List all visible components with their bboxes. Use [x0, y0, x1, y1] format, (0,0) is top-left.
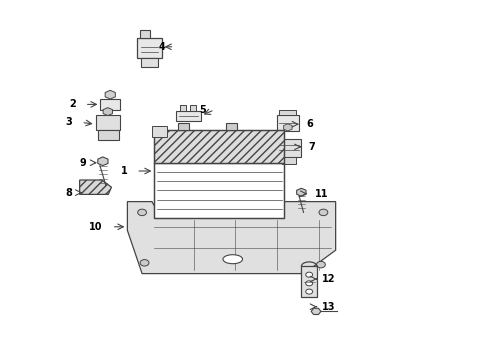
Text: 12: 12 [322, 274, 336, 284]
Circle shape [319, 209, 328, 216]
Bar [100, 99, 120, 110]
Ellipse shape [223, 255, 243, 264]
Bar [154, 130, 284, 218]
Circle shape [140, 260, 149, 266]
Bar [277, 115, 299, 131]
Bar [152, 126, 167, 137]
Bar [96, 115, 120, 130]
Bar [176, 111, 201, 121]
Bar [141, 58, 158, 67]
Bar [154, 130, 284, 163]
Text: 2: 2 [69, 99, 76, 109]
Text: 10: 10 [89, 222, 103, 232]
Bar [301, 266, 317, 297]
Polygon shape [127, 202, 336, 274]
Text: 8: 8 [66, 188, 73, 198]
Bar [140, 30, 150, 38]
Bar [279, 110, 296, 115]
Polygon shape [79, 180, 112, 194]
Bar [180, 105, 186, 111]
Text: 1: 1 [121, 166, 127, 176]
Circle shape [317, 261, 325, 268]
Circle shape [306, 272, 313, 277]
Text: 3: 3 [66, 117, 73, 127]
Bar [98, 130, 119, 140]
Text: 4: 4 [159, 42, 166, 52]
Bar [154, 163, 284, 218]
Circle shape [138, 209, 147, 216]
Circle shape [306, 281, 313, 286]
Text: 9: 9 [79, 158, 86, 168]
Text: 13: 13 [322, 302, 336, 312]
Text: 6: 6 [306, 119, 313, 129]
Text: 7: 7 [309, 142, 316, 152]
Bar [282, 157, 296, 164]
Bar [137, 38, 162, 58]
Bar [226, 123, 237, 130]
Circle shape [306, 289, 313, 294]
Bar [277, 139, 301, 157]
Text: 5: 5 [199, 105, 206, 115]
Text: 11: 11 [315, 189, 328, 199]
Bar [178, 123, 189, 130]
Bar [190, 105, 196, 111]
